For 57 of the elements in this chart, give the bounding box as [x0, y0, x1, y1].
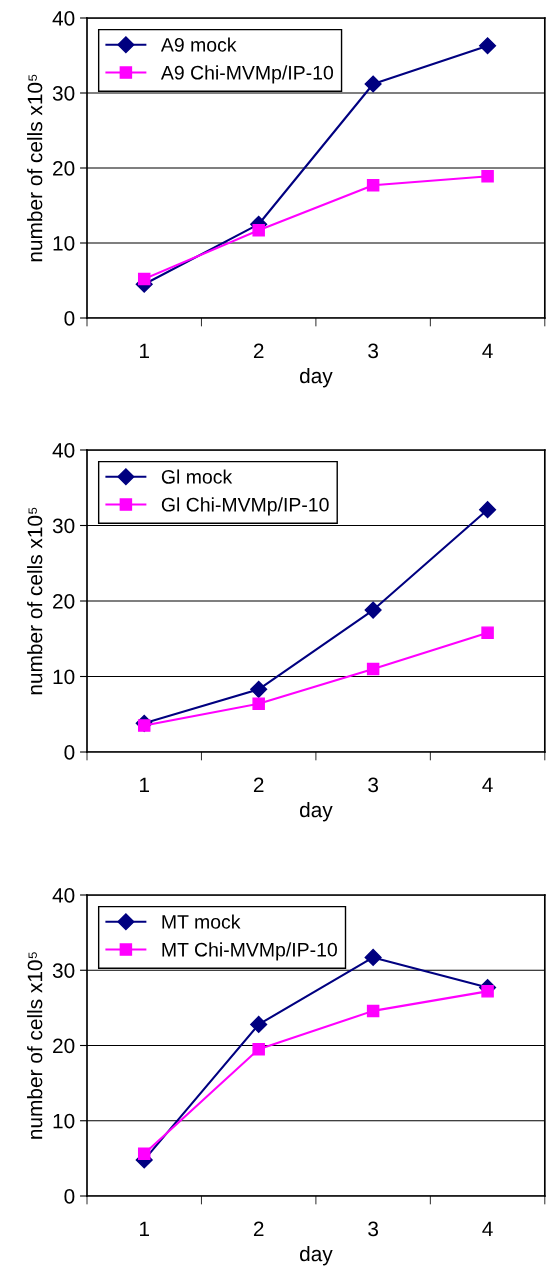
x-tick-label: 1: [140, 343, 149, 359]
x-tick-label: 1: [140, 1221, 149, 1237]
y-tick-label: 0: [64, 1189, 75, 1204]
legend-label: A9 Chi-MVMp/IP-10: [160, 65, 334, 84]
x-tick-label: 2: [253, 343, 264, 359]
y-tick-label: 0: [64, 311, 75, 326]
point: [250, 1015, 268, 1033]
x-tick-label: 3: [368, 777, 379, 793]
point: [250, 680, 268, 698]
y-tick-label: 40: [52, 888, 75, 903]
legend-label: MT mock: [162, 914, 241, 929]
point: [364, 75, 382, 93]
x-tick-label: 3: [368, 1221, 379, 1237]
point: [366, 662, 380, 676]
y-tick-label: 40: [52, 11, 75, 26]
y-tick-label: 40: [52, 443, 75, 458]
point: [137, 272, 151, 286]
y-tick-label: 0: [64, 745, 75, 760]
y-tick-label: 20: [53, 161, 75, 176]
legend-label: Gl Chi-MVMp/IP-10: [161, 497, 329, 516]
y-tick-label: 30: [52, 86, 75, 101]
x-tick-label: 4: [482, 1221, 493, 1237]
point: [137, 1147, 151, 1161]
y-tick-label: 30: [52, 518, 75, 534]
x-tick-label: 4: [482, 777, 493, 793]
legend-label: Gl mock: [161, 469, 233, 484]
x-tick-label: 2: [253, 777, 264, 793]
y-axis-title: number of cells x10⁵: [27, 507, 43, 695]
point: [366, 178, 380, 192]
x-axis-title: day: [299, 367, 333, 388]
legend-label: MT Chi-MVMp/IP-10: [162, 942, 337, 961]
y-axis-title: number of cells x10⁵: [27, 952, 43, 1139]
x-tick-label: 1: [140, 777, 149, 793]
x-axis-title: day: [299, 1245, 333, 1266]
point: [366, 1004, 380, 1018]
y-axis-title: number of cells x10⁵: [27, 74, 43, 262]
y-tick-label: 10: [53, 1113, 75, 1129]
y-tick-label: 10: [53, 236, 75, 251]
point: [481, 985, 494, 998]
point: [481, 169, 494, 183]
point: [481, 626, 494, 639]
point: [479, 37, 497, 55]
x-tick-label: 2: [253, 1221, 264, 1237]
point: [252, 223, 265, 237]
point: [252, 697, 265, 710]
x-tick-label: 3: [368, 343, 379, 359]
y-tick-label: 20: [53, 1038, 75, 1054]
point: [364, 948, 382, 967]
y-tick-label: 30: [52, 963, 75, 978]
x-axis-title: day: [299, 801, 333, 822]
y-tick-label: 20: [53, 594, 75, 609]
point: [252, 1043, 265, 1056]
x-tick-label: 4: [482, 343, 493, 359]
point: [364, 601, 382, 619]
y-tick-label: 10: [53, 669, 75, 685]
legend-label: A9 mock: [160, 37, 237, 52]
point: [479, 501, 497, 519]
